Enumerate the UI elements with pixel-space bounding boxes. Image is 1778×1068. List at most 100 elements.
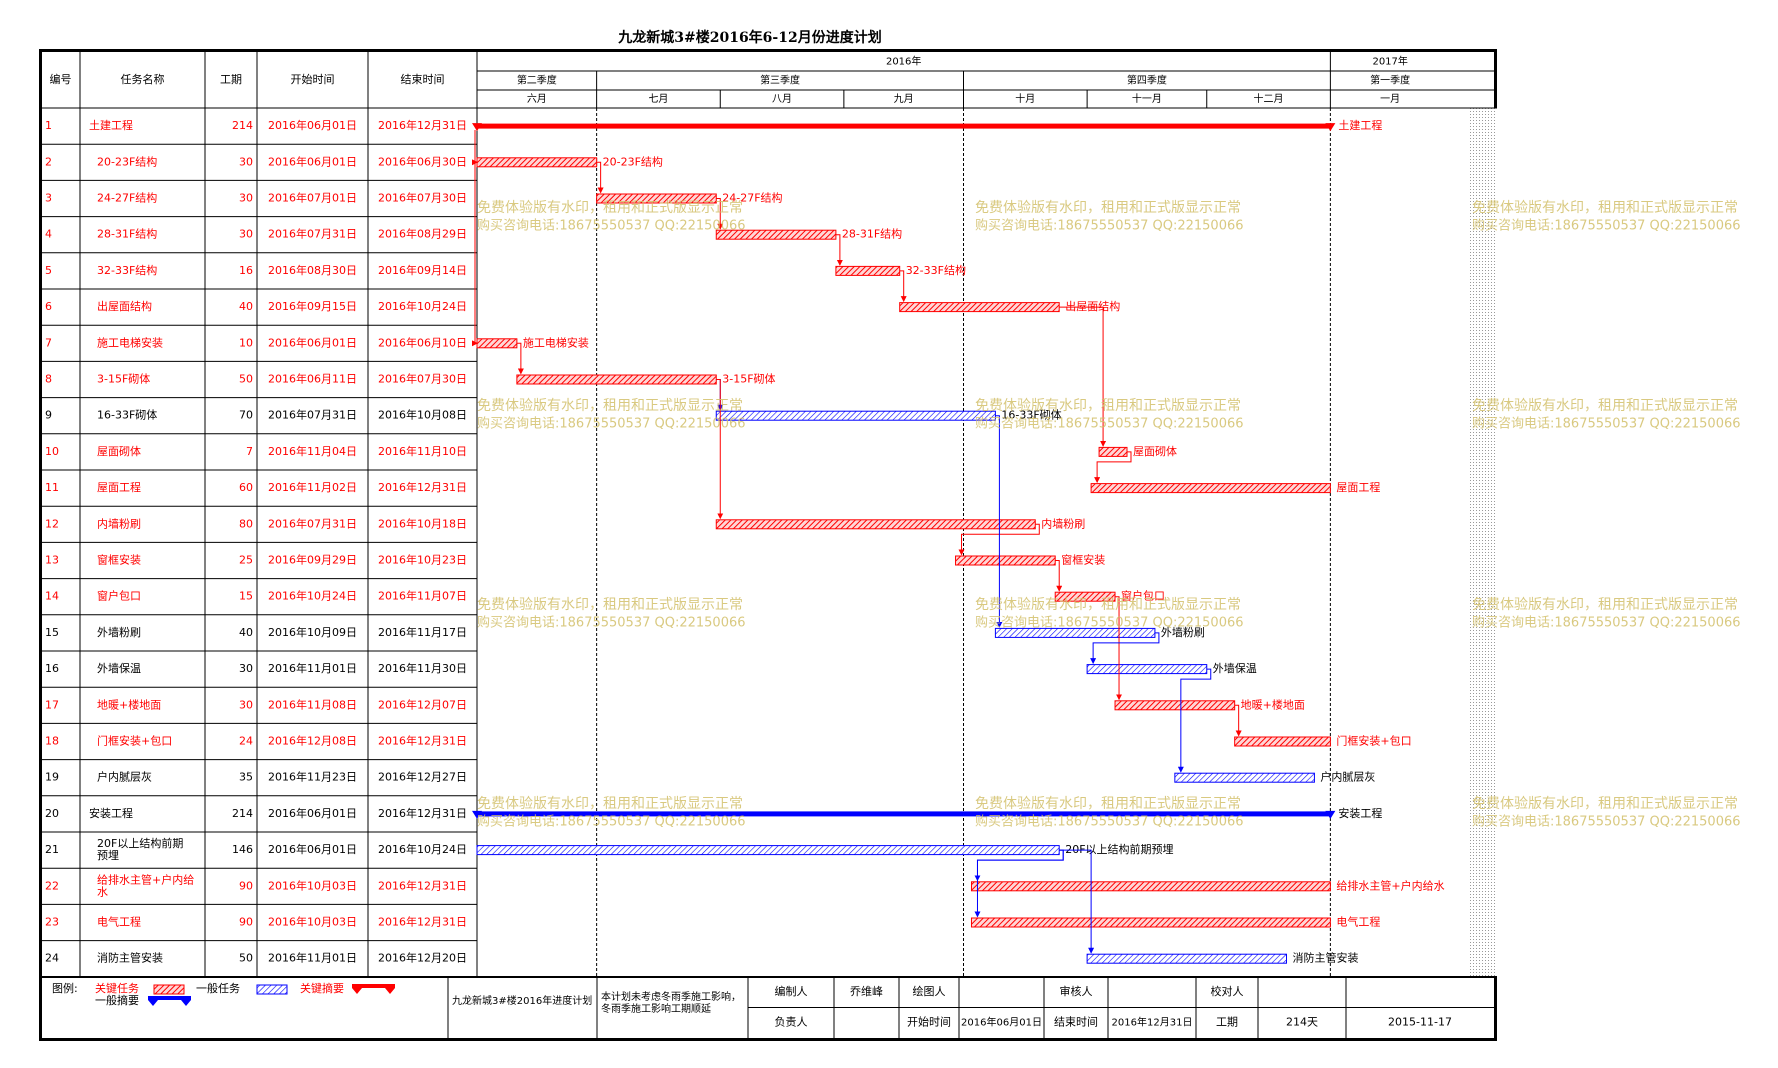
task-bar [476, 845, 1060, 856]
task-duration: 30 [239, 698, 253, 711]
task-end: 2016年10月08日 [378, 408, 467, 422]
task-id: 20 [45, 807, 59, 820]
month-band-label: 九月 [894, 93, 914, 105]
watermark-text: 免费体验版有水印，租用和正式版显示正常 [975, 796, 1241, 812]
task-id: 10 [45, 445, 59, 458]
task-start: 2016年06月01日 [268, 806, 357, 820]
task-bar [476, 338, 518, 349]
task-start: 2016年10月03日 [268, 878, 357, 892]
footer-duration: 214天 [1286, 1016, 1318, 1029]
legend-normal-summary-swatch [148, 996, 191, 1006]
task-start: 2016年11月23日 [268, 770, 357, 784]
task-end: 2016年09月14日 [378, 263, 467, 277]
task-start: 2016年11月04日 [268, 444, 357, 458]
column-header-duration: 工期 [220, 73, 242, 86]
year-band-label: 2017年 [1372, 55, 1407, 68]
watermark-text: 免费体验版有水印，租用和正式版显示正常 [1472, 597, 1738, 613]
task-start: 2016年12月08日 [268, 734, 357, 748]
task-name: 屋面砌体 [97, 444, 141, 458]
task-id: 8 [45, 373, 52, 386]
legend-critical-summary-label: 关键摘要 [300, 981, 344, 995]
task-id: 9 [45, 409, 52, 422]
task-id: 3 [45, 192, 52, 205]
summary-start-marker [472, 810, 482, 819]
footer-editor: 乔维峰 [850, 985, 883, 998]
task-duration: 50 [239, 373, 253, 386]
task-name: 消防主管安装 [97, 951, 163, 965]
legend-critical-task-label: 关键任务 [95, 981, 139, 995]
summary-bar [477, 123, 1331, 129]
watermark-text: 免费体验版有水印，租用和正式版显示正常 [975, 200, 1241, 216]
footer-reviewer-label: 审核人 [1060, 984, 1093, 998]
task-name: 内墙粉刷 [97, 516, 141, 530]
summary-bar [477, 811, 1331, 817]
page-title: 九龙新城3#楼2016年6-12月份进度计划 [618, 30, 882, 46]
quarter-band-label: 第二季度 [517, 74, 557, 87]
task-duration: 90 [239, 916, 253, 929]
task-duration: 24 [239, 735, 253, 748]
task-end: 2016年12月31日 [378, 734, 467, 748]
bar-label: 给排水主管+户内给水 [1336, 878, 1444, 892]
month-band-label: 一月 [1380, 93, 1400, 105]
task-end: 2016年07月30日 [378, 191, 467, 205]
dependency-link [1059, 849, 1095, 954]
footer-end-label: 结束时间 [1054, 1016, 1098, 1029]
task-end: 2016年10月23日 [378, 553, 467, 567]
task-bar [516, 374, 717, 385]
month-band-label: 六月 [527, 93, 547, 105]
task-id: 7 [45, 336, 52, 349]
watermark-text: 购买咨询电话:18675550537 QQ:22150066 [975, 615, 1244, 631]
task-bar [899, 302, 1060, 313]
watermark-text: 购买咨询电话:18675550537 QQ:22150066 [975, 814, 1244, 830]
bar-label: 消防主管安装 [1293, 951, 1359, 965]
footer-note: 本计划未考虑冬雨季施工影响， [601, 990, 741, 1003]
month-band-label: 七月 [648, 93, 668, 105]
dependency-link [1094, 451, 1132, 484]
dependency-link [596, 161, 604, 194]
task-id: 15 [45, 626, 59, 639]
dependency-link [995, 415, 1003, 628]
watermark-text: 免费体验版有水印，租用和正式版显示正常 [477, 796, 743, 812]
task-end: 2016年07月30日 [378, 372, 467, 386]
watermark-text: 免费体验版有水印，租用和正式版显示正常 [1472, 200, 1738, 216]
legend-critical-summary-swatch [352, 984, 395, 994]
bar-label: 窗户包口 [1121, 589, 1165, 603]
legend-normal-task-label: 一般任务 [196, 982, 240, 995]
footer-owner-label: 负责人 [775, 1015, 808, 1029]
dependency-link [958, 523, 1040, 556]
watermark-text: 免费体验版有水印，租用和正式版显示正常 [975, 398, 1241, 414]
bar-label: 外墙保温 [1213, 661, 1257, 675]
footer-duration-label: 工期 [1216, 1016, 1238, 1029]
month-band-label: 十月 [1015, 92, 1035, 105]
bar-label: 28-31F结构 [842, 227, 902, 241]
footer-checker-label: 校对人 [1211, 984, 1244, 998]
task-start: 2016年11月02日 [268, 480, 357, 494]
task-duration: 35 [239, 771, 253, 784]
task-start: 2016年09月29日 [268, 553, 357, 567]
task-duration: 30 [239, 192, 253, 205]
task-start: 2016年06月11日 [268, 372, 357, 386]
task-end: 2016年10月24日 [378, 842, 467, 856]
task-start: 2016年07月31日 [268, 516, 357, 530]
task-end: 2016年11月10日 [378, 444, 467, 458]
footer-start-label: 开始时间 [907, 1015, 951, 1029]
task-start: 2016年10月09日 [268, 625, 357, 639]
bar-label: 门框安装+包口 [1336, 734, 1411, 748]
task-id: 1 [45, 119, 52, 132]
task-end: 2016年12月31日 [378, 118, 467, 132]
task-id: 6 [45, 300, 52, 313]
task-name: 窗框安装 [97, 553, 141, 567]
bar-label: 电气工程 [1336, 915, 1380, 929]
task-id: 19 [45, 771, 59, 784]
dependency-link [716, 379, 724, 520]
task-bar [955, 555, 1056, 566]
task-start: 2016年11月01日 [268, 661, 357, 675]
task-bar [1114, 700, 1236, 711]
task-end: 2016年12月31日 [378, 878, 467, 892]
dependency-link [1115, 596, 1123, 701]
task-duration: 70 [239, 409, 253, 422]
bar-label: 屋面砌体 [1133, 444, 1177, 458]
watermark-text: 购买咨询电话:18675550537 QQ:22150066 [975, 218, 1244, 234]
task-bar [476, 157, 598, 168]
task-end: 2016年06月10日 [378, 335, 467, 349]
